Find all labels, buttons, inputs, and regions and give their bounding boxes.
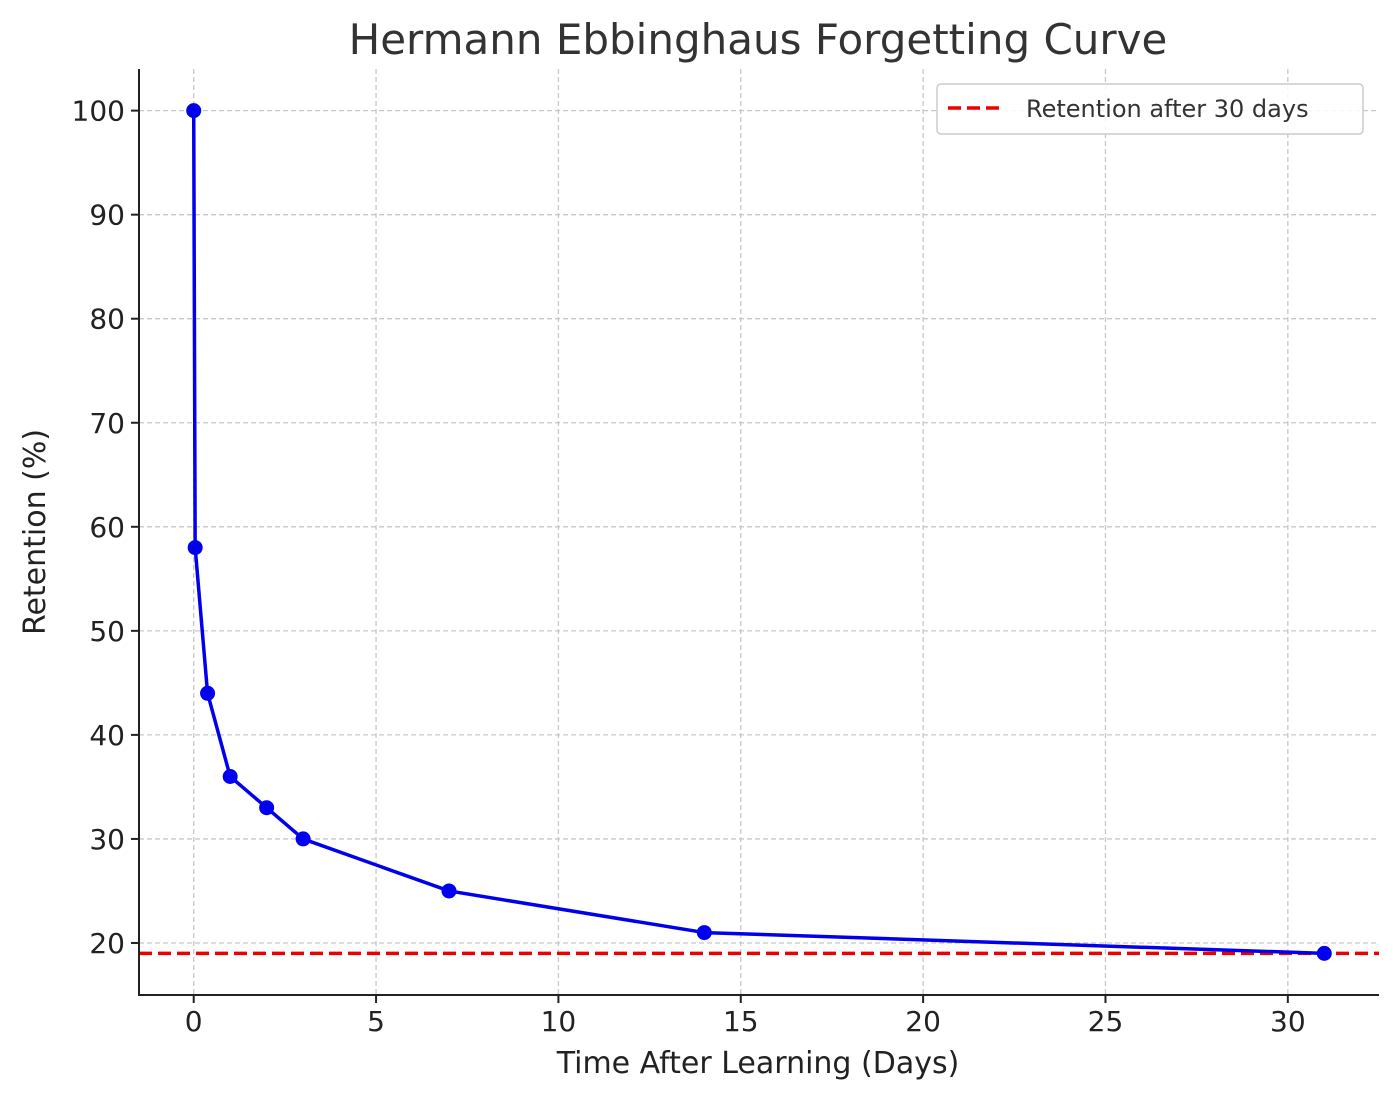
y-tick-label: 40: [89, 719, 125, 752]
retention-point: [200, 685, 216, 701]
legend-label: Retention after 30 days: [1026, 95, 1309, 123]
x-tick-label: 5: [367, 1005, 385, 1038]
x-axis-label: Time After Learning (Days): [556, 1046, 960, 1081]
y-tick-label: 20: [89, 927, 125, 960]
data-series: [186, 103, 1332, 961]
chart-title: Hermann Ebbinghaus Forgetting Curve: [349, 15, 1168, 64]
legend: Retention after 30 days: [936, 83, 1364, 135]
x-tick-label: 15: [723, 1005, 759, 1038]
retention-point: [186, 103, 202, 119]
x-tick-label: 30: [1270, 1005, 1306, 1038]
retention-point: [295, 831, 311, 847]
y-tick-label: 80: [89, 303, 125, 336]
y-tick-label: 60: [89, 511, 125, 544]
retention-point: [696, 925, 712, 941]
x-tick-label: 20: [905, 1005, 941, 1038]
y-tick-label: 70: [89, 407, 125, 440]
y-tick-label: 30: [89, 823, 125, 856]
y-tick-label: 50: [89, 615, 125, 648]
retention-point: [187, 540, 203, 556]
x-axis-ticks: 0 5 10 15 20 25 30: [185, 995, 1306, 1038]
x-tick-label: 25: [1088, 1005, 1124, 1038]
y-tick-label: 100: [72, 95, 125, 128]
y-axis-label: Retention (%): [18, 429, 53, 635]
retention-point: [441, 883, 457, 899]
retention-point: [222, 769, 238, 785]
x-tick-label: 10: [541, 1005, 577, 1038]
retention-point: [259, 800, 275, 816]
legend-box: [936, 83, 1364, 135]
y-tick-label: 90: [89, 199, 125, 232]
y-axis-ticks: 20 30 40 50 60 70 80 90 100: [72, 95, 139, 960]
x-tick-label: 0: [185, 1005, 203, 1038]
retention-point: [1316, 945, 1332, 961]
